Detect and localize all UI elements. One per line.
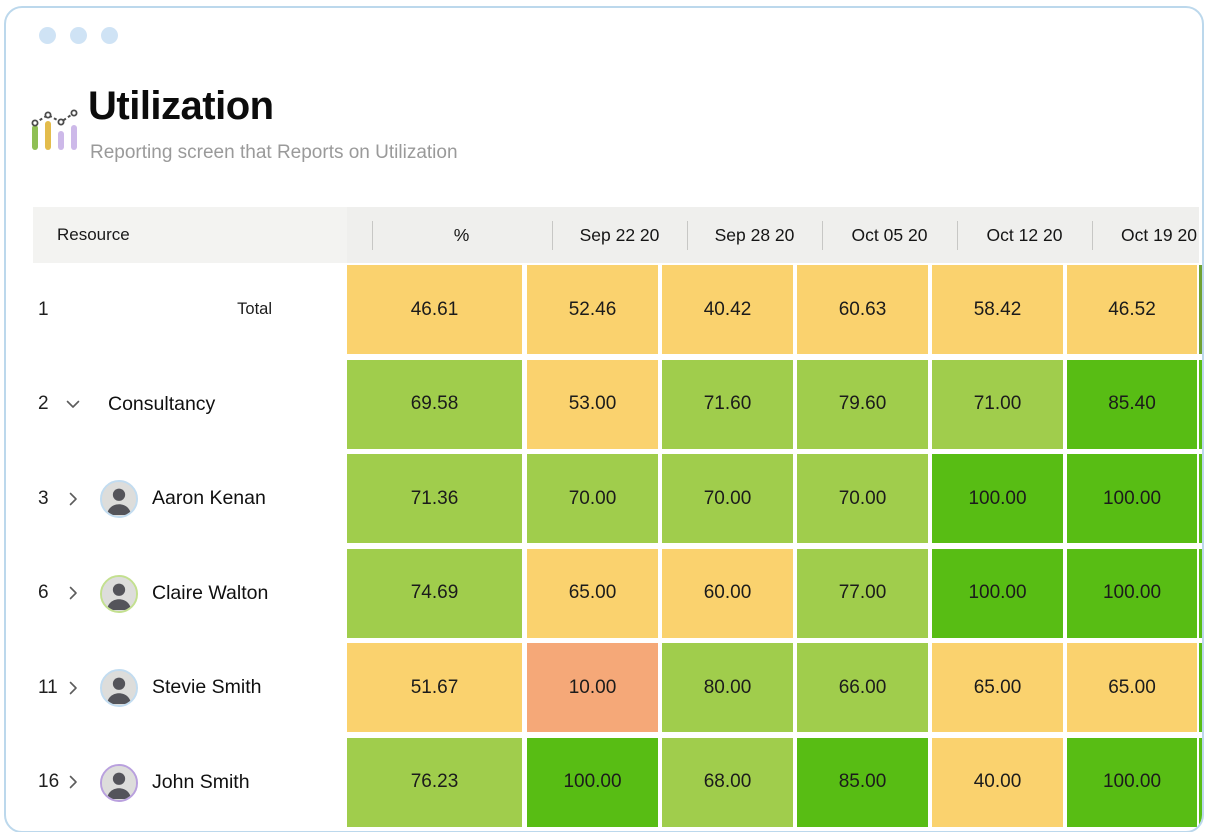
table-row: 16 John Smith 76.23 100.00 68.00 85.00 40.00 10… bbox=[6, 737, 1202, 827]
header-divider bbox=[957, 221, 958, 250]
utilization-cell[interactable]: 40.42 bbox=[662, 265, 793, 354]
utilization-cell[interactable]: 71.00 bbox=[932, 359, 1063, 449]
header-divider bbox=[687, 221, 688, 250]
utilization-cell[interactable]: 85.40 bbox=[1067, 359, 1197, 449]
resource-name: Stevie Smith bbox=[152, 676, 262, 698]
utilization-cell[interactable]: 74.69 bbox=[347, 548, 522, 638]
utilization-cell[interactable]: 100.00 bbox=[527, 737, 658, 827]
utilization-cell[interactable]: 46.61 bbox=[347, 265, 522, 354]
column-header-percent[interactable]: % bbox=[453, 224, 470, 245]
resource-name: Consultancy bbox=[108, 392, 216, 415]
chevron-down-icon[interactable] bbox=[62, 360, 84, 449]
avatar bbox=[100, 574, 138, 613]
column-header-week[interactable]: Sep 28 20 bbox=[714, 224, 795, 245]
utilization-chart-icon bbox=[28, 108, 82, 152]
resource-name: Aaron Kenan bbox=[152, 487, 266, 509]
next-column-edge bbox=[1199, 548, 1202, 638]
utilization-cell[interactable]: 10.00 bbox=[527, 643, 658, 732]
table-row: 1 Total 46.61 52.46 40.42 60.63 58.42 46.52 bbox=[6, 265, 1202, 354]
utilization-cell[interactable]: 80.00 bbox=[662, 643, 793, 732]
chevron-right-icon[interactable] bbox=[62, 454, 84, 543]
row-number: 16 bbox=[38, 771, 60, 792]
utilization-cell[interactable]: 100.00 bbox=[932, 548, 1063, 638]
page-subtitle: Reporting screen that Reports on Utiliza… bbox=[90, 142, 458, 163]
page-title: Utilization bbox=[88, 84, 274, 128]
column-header-week[interactable]: Oct 19 20 bbox=[1121, 224, 1197, 245]
table-row: 6 Claire Walton 74.69 65.00 60.00 77.00 100.00… bbox=[6, 548, 1202, 638]
utilization-cell[interactable]: 85.00 bbox=[797, 737, 928, 827]
next-column-edge bbox=[1199, 265, 1202, 354]
utilization-cell[interactable]: 65.00 bbox=[932, 643, 1063, 732]
utilization-cell[interactable]: 70.00 bbox=[527, 454, 658, 543]
utilization-cell[interactable]: 65.00 bbox=[527, 548, 658, 638]
resource-name: John Smith bbox=[152, 770, 250, 793]
utilization-cell[interactable]: 70.00 bbox=[797, 454, 928, 543]
column-header-week[interactable]: Oct 05 20 bbox=[851, 224, 928, 245]
table-row: 2 Consultancy 69.58 53.00 71.60 79.60 71.00 85.… bbox=[6, 359, 1202, 449]
utilization-cell[interactable]: 79.60 bbox=[797, 359, 928, 449]
header-divider bbox=[1092, 221, 1093, 250]
utilization-cell[interactable]: 40.00 bbox=[932, 737, 1063, 827]
window-control-dot[interactable] bbox=[101, 27, 118, 44]
utilization-cell[interactable]: 66.00 bbox=[797, 643, 928, 732]
column-header-week[interactable]: Oct 12 20 bbox=[986, 224, 1063, 245]
next-column-edge bbox=[1199, 643, 1202, 732]
utilization-cell[interactable]: 71.60 bbox=[662, 359, 793, 449]
utilization-cell[interactable]: 76.23 bbox=[347, 737, 522, 827]
utilization-cell[interactable]: 77.00 bbox=[797, 548, 928, 638]
utilization-cell[interactable]: 58.42 bbox=[932, 265, 1063, 354]
utilization-cell[interactable]: 100.00 bbox=[1067, 737, 1197, 827]
next-column-edge bbox=[1199, 359, 1202, 449]
avatar bbox=[100, 480, 138, 518]
app-window: Utilization Reporting screen that Report… bbox=[4, 6, 1204, 832]
utilization-cell[interactable]: 51.67 bbox=[347, 643, 522, 732]
utilization-cell[interactable]: 100.00 bbox=[1067, 548, 1197, 638]
utilization-cell[interactable]: 53.00 bbox=[527, 359, 658, 449]
chevron-right-icon[interactable] bbox=[62, 643, 84, 732]
row-number: 11 bbox=[38, 676, 58, 698]
utilization-cell[interactable]: 70.00 bbox=[662, 454, 793, 543]
utilization-cell[interactable]: 60.63 bbox=[797, 265, 928, 354]
header-divider bbox=[822, 221, 823, 250]
header-divider bbox=[552, 221, 553, 250]
utilization-cell[interactable]: 71.36 bbox=[347, 454, 522, 543]
utilization-cell[interactable]: 69.58 bbox=[347, 359, 522, 449]
chevron-right-icon[interactable] bbox=[62, 738, 84, 827]
avatar bbox=[100, 669, 138, 707]
row-number: 1 bbox=[38, 298, 49, 320]
utilization-cell[interactable]: 46.52 bbox=[1067, 265, 1197, 354]
next-column-edge bbox=[1199, 737, 1202, 827]
table-row: 11 Stevie Smith 51.67 10.00 80.00 66.00 65.00 6… bbox=[6, 643, 1202, 732]
row-number: 3 bbox=[38, 487, 49, 509]
column-header-week[interactable]: Sep 22 20 bbox=[579, 224, 660, 245]
utilization-cell[interactable]: 52.46 bbox=[527, 265, 658, 354]
column-header-resource[interactable]: Resource bbox=[33, 207, 347, 263]
utilization-cell[interactable]: 60.00 bbox=[662, 548, 793, 638]
utilization-cell[interactable]: 100.00 bbox=[932, 454, 1063, 543]
header-divider bbox=[372, 221, 373, 250]
row-number: 6 bbox=[38, 582, 49, 603]
resource-name: Claire Walton bbox=[152, 581, 269, 604]
utilization-cell[interactable]: 65.00 bbox=[1067, 643, 1197, 732]
table-header: Resource % Sep 22 20 Sep 28 20 Oct 05 20 Oc… bbox=[33, 207, 1199, 263]
utilization-cell[interactable]: 68.00 bbox=[662, 737, 793, 827]
resource-name: Total bbox=[237, 300, 272, 318]
window-control-dot[interactable] bbox=[70, 27, 87, 44]
row-number: 2 bbox=[38, 393, 49, 414]
utilization-cell[interactable]: 100.00 bbox=[1067, 454, 1197, 543]
window-control-dot[interactable] bbox=[39, 27, 56, 44]
table-row: 3 Aaron Kenan 71.36 70.00 70.00 70.00 100.00 10… bbox=[6, 454, 1202, 543]
avatar bbox=[100, 763, 138, 802]
next-column-edge bbox=[1199, 454, 1202, 543]
chevron-right-icon[interactable] bbox=[62, 549, 84, 638]
